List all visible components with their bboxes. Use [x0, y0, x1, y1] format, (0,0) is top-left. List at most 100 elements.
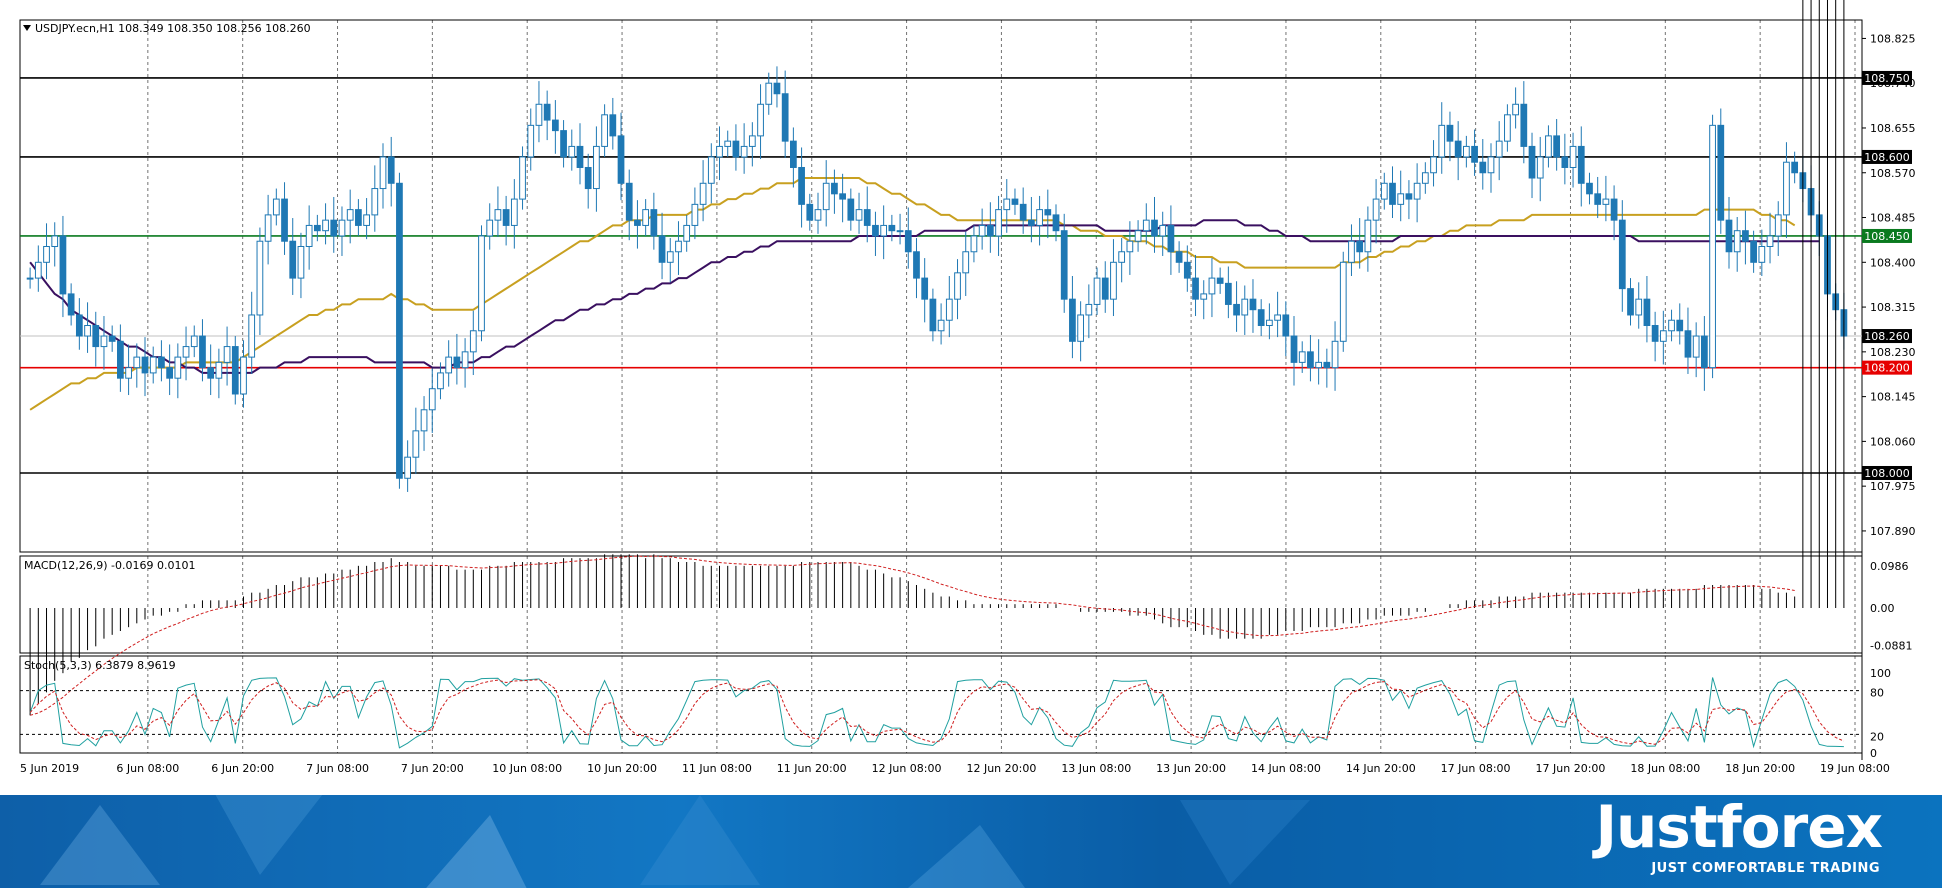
- candle-body: [839, 193, 846, 200]
- time-tick-label: 11 Jun 08:00: [682, 762, 752, 775]
- candle-body: [699, 182, 707, 205]
- level-price-tag: [1862, 70, 1912, 85]
- candle-body: [1717, 124, 1725, 221]
- candle-body: [716, 145, 723, 158]
- candle-body: [1495, 140, 1503, 158]
- candle-body: [1766, 235, 1774, 247]
- time-axis: 5 Jun 2019 6 Jun 08:00 6 Jun 20:00 7 Jun 08…: [20, 762, 1890, 775]
- candle-body: [1192, 277, 1199, 300]
- candle-body: [1413, 182, 1421, 200]
- banner-decor-icon: [1180, 800, 1310, 885]
- candle-body: [305, 224, 313, 247]
- candle-body: [707, 156, 715, 184]
- candle-body: [601, 114, 608, 147]
- candle-body: [1274, 314, 1281, 321]
- candle-body: [986, 224, 994, 237]
- banner-decor-icon: [640, 795, 760, 885]
- candle-body: [494, 209, 502, 221]
- time-tick-label: 13 Jun 20:00: [1156, 762, 1226, 775]
- candle-body: [461, 351, 469, 369]
- candle-body: [1692, 335, 1700, 358]
- candle-body: [256, 240, 264, 316]
- candle-body: [117, 340, 124, 379]
- candle-body: [1077, 314, 1084, 342]
- candle-body: [527, 124, 535, 158]
- candle-body: [215, 361, 223, 379]
- candle-body: [675, 240, 682, 253]
- level-price-label: 108.750: [1864, 72, 1910, 85]
- candle-body: [59, 235, 67, 295]
- candle-body: [396, 182, 403, 479]
- dropdown-arrow-icon[interactable]: [23, 25, 31, 31]
- candle-body: [92, 325, 100, 348]
- candle-body: [1446, 124, 1454, 142]
- candle-body: [1028, 219, 1035, 226]
- candle-body: [1372, 198, 1380, 221]
- candle-body: [1241, 298, 1249, 316]
- candle-body: [584, 166, 592, 190]
- candle-body: [486, 219, 494, 237]
- time-tick-label: 5 Jun 2019: [20, 762, 79, 775]
- level-price-tag: [1862, 360, 1912, 375]
- brand-name: Justforex: [1595, 793, 1883, 861]
- candle-body: [913, 251, 920, 279]
- candle-body: [1438, 124, 1446, 158]
- candle-body: [740, 145, 748, 158]
- candle-body: [937, 319, 945, 332]
- candle-body: [576, 145, 584, 168]
- candle-body: [1553, 135, 1561, 158]
- candle-body: [1044, 209, 1052, 216]
- candle-body: [338, 219, 346, 237]
- candle-body: [264, 214, 272, 242]
- candle-body: [1069, 298, 1076, 342]
- candle-body: [1208, 277, 1216, 295]
- price-tick-label: 107.890: [1870, 525, 1916, 538]
- stoch-tick-label: 20: [1870, 730, 1884, 743]
- candle-body: [404, 456, 412, 479]
- candle-body: [945, 298, 953, 321]
- stoch-tick-label: 80: [1870, 687, 1884, 700]
- candle-body: [1175, 251, 1183, 263]
- time-tick-label: 10 Jun 08:00: [492, 762, 562, 775]
- ma-fast-line: [29, 177, 1796, 411]
- level-price-label: 108.200: [1864, 362, 1910, 375]
- candle-body: [1397, 193, 1405, 205]
- candle-body: [1003, 198, 1011, 211]
- candle-body: [1643, 298, 1651, 327]
- candle-body: [223, 346, 231, 363]
- candle-body: [1282, 314, 1290, 337]
- candle-body: [1315, 361, 1323, 369]
- candle-body: [773, 82, 781, 95]
- symbol-header: USDJPY.ecn,H1 108.349 108.350 108.256 10…: [35, 22, 311, 35]
- candle-body: [190, 335, 198, 348]
- candle-body: [1725, 219, 1733, 253]
- price-tick-label: 108.400: [1870, 256, 1916, 269]
- candle-body: [888, 224, 896, 232]
- candle-body: [847, 198, 855, 221]
- candle-body: [166, 367, 173, 379]
- candle-body: [174, 356, 182, 379]
- candle-body: [149, 356, 157, 374]
- price-tick-label: 108.485: [1870, 212, 1916, 225]
- banner-decor-icon: [900, 825, 1030, 888]
- time-tick-label: 14 Jun 08:00: [1251, 762, 1321, 775]
- candle-body: [1118, 251, 1126, 263]
- level-price-tag: [1862, 329, 1912, 344]
- candle-body: [1520, 103, 1528, 147]
- candle-body: [428, 388, 436, 411]
- candle-body: [748, 135, 756, 147]
- stoch-tick-label: 0: [1870, 747, 1877, 760]
- candle-body: [1421, 172, 1429, 184]
- candle-body: [231, 346, 239, 395]
- level-price-label: 108.000: [1864, 467, 1910, 480]
- candle-body: [593, 145, 600, 190]
- candle-body: [34, 261, 42, 279]
- candle-body: [412, 430, 420, 458]
- candle-body: [289, 240, 297, 279]
- candle-body: [880, 224, 888, 237]
- candle-body: [1110, 261, 1117, 300]
- candle-body: [1159, 224, 1167, 237]
- candle-body: [543, 103, 551, 121]
- candle-body: [1257, 309, 1265, 327]
- candle-body: [379, 156, 387, 190]
